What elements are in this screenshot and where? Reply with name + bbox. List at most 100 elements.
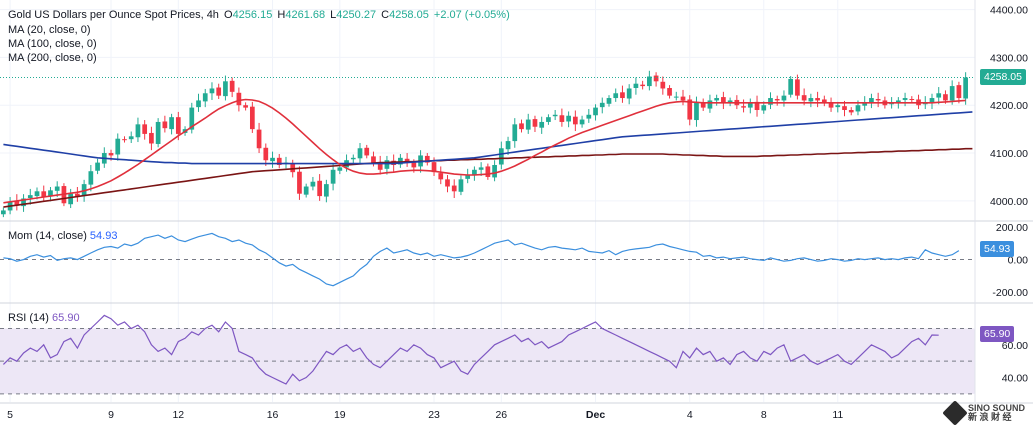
candle-body [21, 198, 26, 207]
candle-body [364, 147, 370, 156]
candle-body [505, 141, 511, 150]
candle-body [788, 78, 794, 95]
candle-body [828, 103, 834, 108]
candle-body [438, 173, 444, 180]
candle-body [175, 117, 181, 134]
candle-body [815, 98, 820, 101]
candle-body [324, 184, 329, 197]
candle-body [821, 99, 827, 103]
candle-body [741, 106, 746, 108]
candle-body [512, 124, 518, 142]
time-axis-label: 4 [687, 409, 693, 421]
candle-body [458, 179, 464, 192]
candle-body [579, 119, 585, 125]
candle-body [572, 116, 578, 125]
candle-body [768, 98, 773, 105]
candle-body [902, 98, 908, 100]
time-axis-label: 5 [7, 409, 13, 421]
price-axis-label: 4300.00 [990, 52, 1028, 64]
candle-body [404, 158, 410, 163]
candle-body [162, 121, 168, 129]
candle-body [862, 102, 868, 106]
open-label: O [224, 9, 233, 21]
candle-body [626, 88, 632, 99]
ma20-legend[interactable]: MA (20, close, 0) [8, 24, 91, 36]
candle-body [445, 179, 450, 187]
candle-body [795, 79, 800, 96]
time-axis-label: 26 [495, 409, 507, 421]
candle-body [310, 181, 316, 187]
candle-body [539, 121, 545, 128]
candle-body [135, 124, 141, 138]
candle-body [270, 157, 275, 162]
candle-body [963, 77, 968, 99]
candle-body [451, 185, 457, 192]
ma100-line [3, 111, 973, 165]
candle-body [485, 166, 491, 177]
candle-body [303, 186, 309, 195]
candle-body [667, 88, 672, 96]
ma200-legend[interactable]: MA (200, close, 0) [8, 52, 97, 64]
candle-body [54, 186, 60, 191]
candle-body [620, 92, 625, 99]
time-axis-label: 12 [172, 409, 184, 421]
candle-body [949, 86, 955, 101]
candle-body [34, 191, 40, 197]
close-label: C [381, 9, 390, 21]
candle-body [169, 117, 174, 130]
price-axis-label: 4400.00 [990, 5, 1028, 17]
candle-body [519, 123, 524, 130]
candle-body [700, 102, 706, 108]
candle-body [660, 81, 666, 89]
ma200-line [3, 147, 973, 208]
candle-body [249, 106, 255, 130]
time-axis-label: 19 [334, 409, 346, 421]
rsi-legend-value: 65.90 [52, 312, 80, 324]
watermark-text: SINO SOUND [967, 403, 1025, 413]
chart-title: Gold US Dollars per Ounce Spot Prices, 4… [8, 9, 219, 21]
candle-body [653, 75, 659, 82]
price-legend: Gold US Dollars per Ounce Spot Prices, 4… [8, 8, 510, 22]
candle-body [290, 163, 296, 173]
rsi-legend[interactable]: RSI (14) 65.90 [8, 311, 80, 325]
candle-body [835, 105, 841, 108]
candle-body [606, 98, 612, 104]
candle-body [189, 107, 195, 130]
high-value: 4261.68 [285, 9, 326, 21]
candle-body [142, 124, 148, 134]
rsi-line [2, 314, 939, 385]
candle-body [586, 114, 592, 119]
candle-body [546, 117, 551, 122]
candle-body [936, 93, 942, 98]
candle-body [593, 107, 598, 116]
candle-body [465, 174, 471, 179]
candle-body [431, 162, 437, 173]
candle-body [263, 147, 269, 161]
ma100-legend[interactable]: MA (100, close, 0) [8, 38, 97, 50]
candle-body [424, 155, 430, 163]
candle-body [27, 195, 33, 198]
close-value: 4258.05 [389, 9, 429, 21]
time-axis-label: 11 [832, 409, 843, 421]
watermark: SINO SOUND 新 浪 财 经 [942, 400, 1025, 426]
candle-body [202, 93, 208, 102]
candle-body [68, 193, 74, 205]
price-axis-label: 4100.00 [990, 148, 1028, 160]
candle-body [956, 85, 962, 99]
mom-legend-value: 54.93 [89, 230, 118, 242]
mom-tag: 54.93 [980, 241, 1015, 257]
candle-body [599, 102, 605, 108]
candle-body [357, 148, 363, 159]
candle-body [398, 157, 403, 165]
candle-body [256, 129, 262, 149]
candle-body [687, 99, 693, 120]
mom-legend[interactable]: Mom (14, close) 54.93 [8, 229, 117, 243]
candle-body [855, 105, 861, 112]
candle-body [155, 121, 161, 144]
candle-body [108, 153, 114, 156]
candle-body [559, 115, 565, 122]
time-axis-label: 9 [108, 409, 114, 421]
candle-body [694, 102, 699, 121]
